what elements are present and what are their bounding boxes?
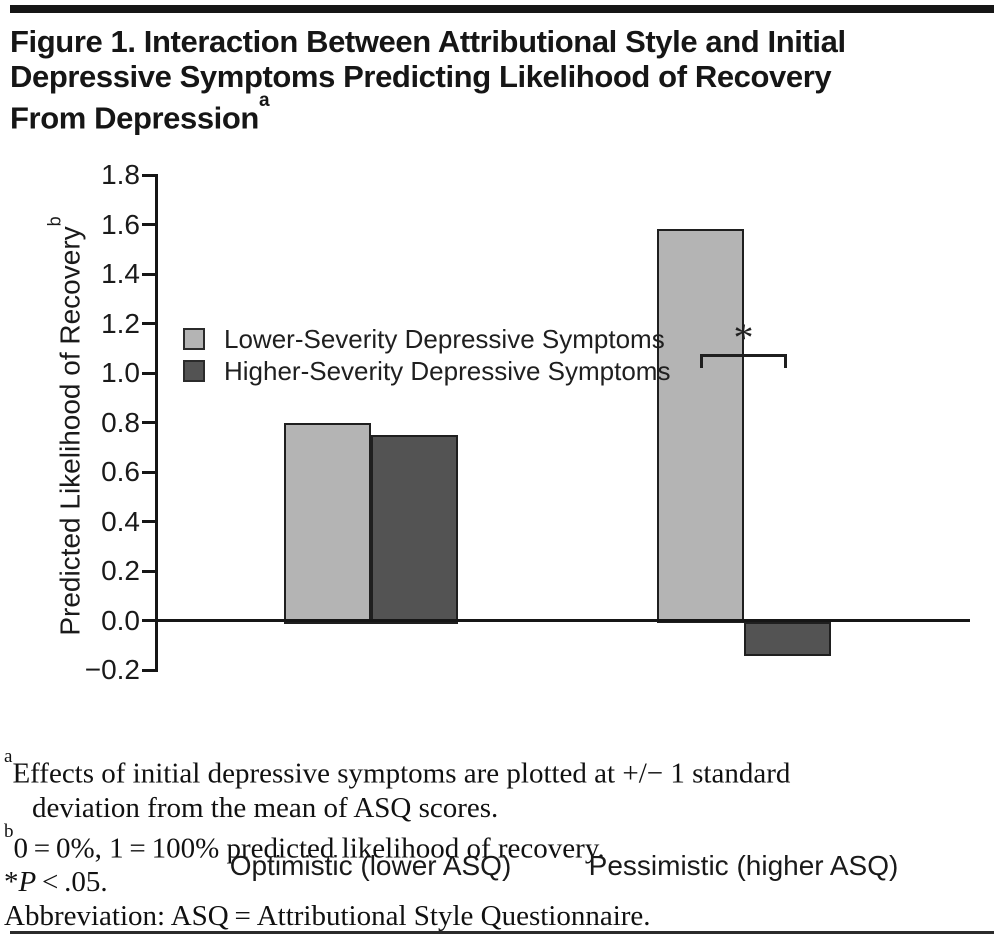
figure-top-rule [10,5,994,13]
y-tick-label: 0.0 [101,604,140,636]
y-tick-label: 0.8 [101,406,140,438]
y-tick [142,223,155,226]
y-axis-line [155,173,158,672]
figure-title-line2: Depressive Symptoms Predicting Likelihoo… [10,59,832,94]
y-tick-label: 1.8 [101,159,140,190]
y-tick [142,421,155,424]
y-tick [142,619,155,622]
figure-bottom-rule [10,931,994,934]
y-tick-label: 1.4 [101,258,140,289]
y-tick-label: 1.2 [101,307,140,339]
y-tick [142,322,155,325]
y-tick-label: −0.2 [84,654,140,685]
significance-asterisk: * [733,315,754,360]
bar-pessimistic-higher-severity [743,621,831,656]
y-tick-label: 1.6 [101,208,140,240]
significance-bracket [700,354,787,368]
figure-title-line1: Figure 1. Interaction Between Attributio… [10,24,846,59]
bar-pessimistic-lower-severity [656,229,744,624]
legend-swatch [183,328,205,350]
y-tick-label: 1.0 [101,357,140,388]
figure-title-line3: From Depressiona [10,90,270,136]
footnote-significance: *P < .05. [4,866,108,899]
figure-title: Figure 1. Interaction Between Attributio… [10,24,1000,135]
legend-item-higher: Higher-Severity Depressive Symptoms [183,358,670,384]
footnote-b: b0 = 0%, 1 = 100% predicted likelihood o… [4,820,605,865]
legend-item-lower: Lower-Severity Depressive Symptoms [183,326,665,352]
legend-swatch [183,360,205,382]
y-tick [142,173,155,177]
footnote-a-line1: aEffects of initial depressive symptoms … [4,746,791,790]
y-tick [142,569,155,573]
y-tick [142,371,155,375]
y-tick-label: 0.6 [101,456,140,487]
legend-label: Lower-Severity Depressive Symptoms [224,324,665,354]
bar-optimistic-lower-severity [283,422,371,624]
figure-footnotes: aEffects of initial depressive symptoms … [4,746,1000,933]
footnote-a-line2: deviation from the mean of ASQ scores. [32,791,499,824]
y-tick [142,668,155,672]
footnote-abbreviation: Abbreviation: ASQ = Attributional Style … [4,900,651,933]
y-tick-label: 0.4 [101,505,140,537]
y-tick-label: 0.2 [101,555,140,586]
x-category-label: Optimistic (lower ASQ) [229,850,512,881]
y-tick [142,470,155,474]
legend-label: Higher-Severity Depressive Symptoms [224,356,671,386]
x-category-label: Pessimistic (higher ASQ) [588,850,899,881]
x-axis-baseline [156,619,970,622]
y-tick [142,272,155,276]
figure-title-superscript: a [258,90,270,111]
y-tick [142,520,155,523]
bar-optimistic-higher-severity [370,434,458,624]
bar-chart: Predicted Likelihood of Recoveryb 1.8 1.6… [0,150,1004,881]
